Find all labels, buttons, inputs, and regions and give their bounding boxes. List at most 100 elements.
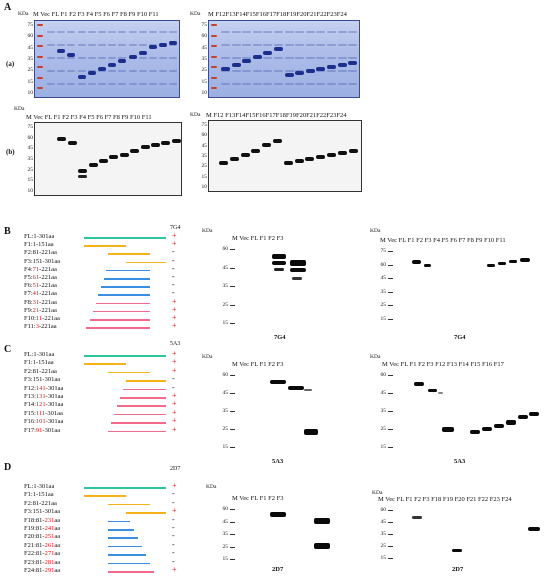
ladder-tick xyxy=(230,375,235,376)
mw-marker: 60 xyxy=(27,134,34,141)
protein-band xyxy=(316,67,326,71)
mw-marker: 25 xyxy=(27,67,34,74)
smear xyxy=(316,70,326,72)
mw-marker: 60 xyxy=(222,372,229,378)
construct-bar xyxy=(117,405,166,407)
smear xyxy=(337,70,347,72)
construct-label-boundary: 281 xyxy=(44,558,55,566)
smear xyxy=(57,31,66,33)
construct-label: F18:81-231aa xyxy=(24,517,60,524)
mw-marker: 60 xyxy=(222,246,229,252)
smear xyxy=(263,31,273,33)
blot-right-kda: KDa xyxy=(190,112,201,118)
blot-band xyxy=(78,175,88,178)
smear xyxy=(274,57,283,59)
mw-marker: 35 xyxy=(380,288,387,295)
reactivity-sign: - xyxy=(172,382,175,392)
smear xyxy=(149,70,157,72)
smear xyxy=(242,83,252,85)
construct-label: F4:71-221aa xyxy=(24,266,57,273)
construct-bar xyxy=(126,380,166,382)
smear xyxy=(149,83,157,85)
construct-label-prefix: F1:1-151aa xyxy=(24,491,54,499)
band xyxy=(424,264,431,267)
reactivity-sign: - xyxy=(172,247,175,257)
construct-bar xyxy=(108,503,150,506)
reactivity-sign: + xyxy=(172,365,177,375)
smear xyxy=(274,70,283,72)
smear xyxy=(295,57,305,59)
reactivity-sign: + xyxy=(172,313,177,322)
smear xyxy=(108,31,117,33)
construct-label-prefix: F24:81- xyxy=(24,567,45,574)
mw-marker: 60 xyxy=(380,507,387,513)
smear xyxy=(252,70,262,72)
construct-label: F19:81-241aa xyxy=(24,525,60,532)
smear xyxy=(118,83,127,85)
smear xyxy=(118,44,127,46)
construct-bar xyxy=(101,286,150,288)
band xyxy=(442,427,454,432)
construct-label-prefix: F15: xyxy=(24,409,36,417)
smear xyxy=(327,83,336,85)
band xyxy=(288,386,304,390)
construct-bar xyxy=(108,371,150,374)
mw-marker: 75 xyxy=(380,248,387,254)
construct-label-prefix: F13: xyxy=(24,393,36,400)
construct-label: F6:51-221aa xyxy=(24,282,57,289)
construct-label: F7:41-221aa xyxy=(24,290,57,297)
mw-marker: 35 xyxy=(27,56,34,62)
smear xyxy=(98,57,106,59)
c-blot1 xyxy=(230,370,334,450)
ladder-band xyxy=(211,66,217,68)
band xyxy=(314,543,330,549)
mw-marker: 45 xyxy=(380,519,387,525)
blot-band xyxy=(327,153,336,157)
band xyxy=(518,415,528,419)
ladder-tick xyxy=(230,447,235,448)
ladder-tick xyxy=(388,558,393,559)
construct-bar xyxy=(108,545,142,548)
row-a-label: (a) xyxy=(6,60,15,68)
blot-band xyxy=(67,141,77,145)
construct-label-prefix: F6: xyxy=(24,282,33,290)
construct-label-boundary: 251 xyxy=(44,533,55,541)
construct-bar xyxy=(104,278,150,280)
smear xyxy=(295,83,305,85)
mw-marker: 15 xyxy=(27,78,34,85)
ladder-tick xyxy=(230,509,235,510)
smear xyxy=(221,44,230,46)
d-blot2 xyxy=(388,505,544,561)
smear xyxy=(284,31,294,33)
protein-band xyxy=(263,51,273,55)
protein-band xyxy=(242,59,252,63)
d-blot1-kda: KDa xyxy=(206,484,217,490)
ladder-tick xyxy=(230,546,235,548)
d-blot2-kda: KDa xyxy=(372,490,383,496)
construct-label-prefix: F2:81-221aa xyxy=(24,249,57,257)
smear xyxy=(242,70,252,72)
smear xyxy=(98,31,106,33)
gel-left-kda: KDa xyxy=(18,11,29,17)
construct-bar xyxy=(123,388,166,391)
construct-label-boundary: 231 xyxy=(44,516,55,524)
protein-band xyxy=(337,63,347,67)
band xyxy=(274,268,284,271)
construct-label-prefix: F18:81- xyxy=(24,516,45,524)
construct-label-prefix: F5: xyxy=(24,274,33,281)
mw-marker: 15 xyxy=(201,173,208,180)
band xyxy=(292,277,302,280)
construct-label: F1:1-151aa xyxy=(24,359,54,366)
construct-label: F17:91-301aa xyxy=(24,427,60,434)
ladder-tick xyxy=(230,286,235,287)
smear xyxy=(327,44,336,46)
construct-label: F16:101-301aa xyxy=(24,418,63,425)
western-blot-left xyxy=(34,122,182,196)
mw-marker: 45 xyxy=(222,390,229,396)
blot-band xyxy=(305,157,315,161)
smear xyxy=(231,70,241,72)
mw-marker: 25 xyxy=(222,426,229,432)
protein-band xyxy=(348,61,358,65)
smear xyxy=(128,31,137,33)
reactivity-sign: + xyxy=(172,506,177,516)
